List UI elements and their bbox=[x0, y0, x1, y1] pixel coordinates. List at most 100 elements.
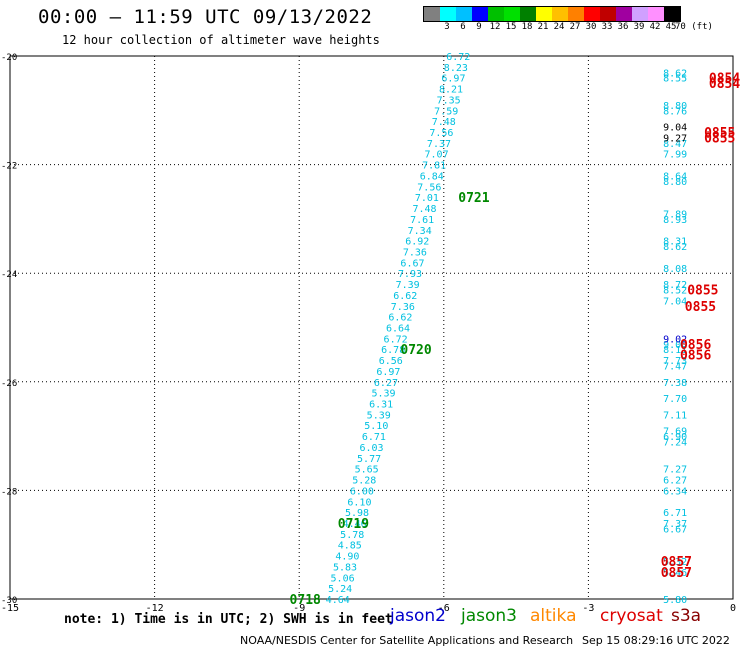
footer-note: note: 1) Time is in UTC; 2) SWH is in fe… bbox=[64, 612, 393, 627]
legend-label-11: 33 bbox=[601, 22, 613, 32]
wave-height-value: 5.06 bbox=[331, 573, 355, 584]
x-tick-label: -3 bbox=[582, 603, 594, 614]
wave-height-value: 8.62 bbox=[663, 242, 687, 253]
wave-height-value: 7.24 bbox=[663, 438, 687, 449]
wave-height-value: 6.72 bbox=[446, 52, 470, 63]
legend-swatch-6 bbox=[520, 7, 536, 21]
legend-swatch-7 bbox=[536, 7, 552, 21]
wave-height-value: 5.65 bbox=[355, 465, 379, 476]
wave-height-value: 5.32 bbox=[663, 557, 687, 568]
legend-label-10: 30 bbox=[585, 22, 597, 32]
wave-height-value: 8.11 bbox=[663, 345, 687, 356]
wave-height-value: 6.90 bbox=[663, 432, 687, 443]
pass-time-label: 0854 bbox=[709, 72, 740, 87]
pass-time-label: 0857 bbox=[661, 566, 692, 581]
wave-height-value: 6.31 bbox=[369, 400, 393, 411]
wave-height-value: 7.61 bbox=[410, 215, 434, 226]
wave-height-value: 6.84 bbox=[420, 171, 444, 182]
wave-height-value: 7.36 bbox=[403, 247, 427, 258]
y-tick-label: -28 bbox=[1, 487, 17, 497]
wave-height-value: 8.93 bbox=[663, 215, 687, 226]
legend-label-5: 15 bbox=[505, 22, 517, 32]
satellite-label-jason2: jason2 bbox=[390, 606, 446, 626]
legend-label-14: 42 bbox=[649, 22, 661, 32]
pass-time-label: 0855 bbox=[704, 126, 735, 141]
wave-height-value: 9.00 bbox=[663, 340, 687, 351]
satellite-label-s3a: s3a bbox=[671, 606, 702, 626]
satellite-label-cryosat: cryosat bbox=[600, 606, 663, 626]
wave-height-value: 5.10 bbox=[364, 421, 388, 432]
legend-swatch-12 bbox=[616, 7, 632, 21]
wave-height-value: 7.59 bbox=[434, 106, 458, 117]
wave-height-value: 7.34 bbox=[408, 226, 432, 237]
legend-label-13: 39 bbox=[633, 22, 645, 32]
legend-swatch-9 bbox=[568, 7, 584, 21]
wave-height-value: 7.73 bbox=[663, 356, 687, 367]
wave-height-value: 5.83 bbox=[333, 562, 357, 573]
wave-height-value: 6.62 bbox=[388, 313, 412, 324]
wave-height-value: 7.69 bbox=[663, 427, 687, 438]
pass-time-label: 0720 bbox=[400, 343, 431, 358]
wave-height-value: 7.39 bbox=[396, 280, 420, 291]
legend-label-7: 21 bbox=[537, 22, 549, 32]
wave-height-value: 7.93 bbox=[398, 269, 422, 280]
wave-height-value: 6.78 bbox=[381, 345, 405, 356]
legend-swatch-14 bbox=[648, 7, 664, 21]
wave-height-value: 9.02 bbox=[663, 334, 687, 345]
pass-time-label: 0721 bbox=[458, 191, 489, 206]
wave-height-value: 4.64 bbox=[326, 595, 350, 606]
pass-time-label: 0856 bbox=[680, 338, 711, 353]
legend-label-3: 9 bbox=[476, 22, 482, 32]
pass-time-label: 0857 bbox=[661, 555, 692, 570]
plot-frame bbox=[9, 55, 734, 600]
wave-height-value: 6.97 bbox=[441, 74, 465, 85]
wave-height-value: 7.35 bbox=[437, 95, 461, 106]
wave-height-value: 6.00 bbox=[350, 486, 374, 497]
wave-height-value: 6.67 bbox=[400, 258, 424, 269]
legend-swatch-4 bbox=[488, 7, 504, 21]
wave-height-value: 7.89 bbox=[663, 209, 687, 220]
legend-swatch-13 bbox=[632, 7, 648, 21]
legend-swatch-2 bbox=[456, 7, 472, 21]
wave-height-value: 6.97 bbox=[376, 367, 400, 378]
wave-height-value: 8.64 bbox=[663, 171, 687, 182]
legend-label-8: 24 bbox=[553, 22, 565, 32]
wave-height-value: 8.55 bbox=[663, 74, 687, 85]
pass-time-label: 0854 bbox=[709, 77, 740, 92]
pass-time-label: 0856 bbox=[680, 349, 711, 364]
wave-height-value: 8.52 bbox=[663, 285, 687, 296]
legend-label-16: 70 (ft) bbox=[675, 22, 713, 32]
pass-time-label: 0855 bbox=[704, 131, 735, 146]
wave-height-value: 5.28 bbox=[352, 476, 376, 487]
wave-height-value: 8.62 bbox=[663, 68, 687, 79]
y-tick-label: -20 bbox=[1, 53, 17, 63]
wave-height-value: 5.80 bbox=[663, 595, 687, 606]
legend-label-9: 27 bbox=[569, 22, 581, 32]
wave-height-value: 7.07 bbox=[425, 150, 449, 161]
wave-height-value: 6.64 bbox=[386, 324, 410, 335]
wave-height-value: 7.56 bbox=[429, 128, 453, 139]
wave-height-value: 4.90 bbox=[335, 552, 359, 563]
wave-height-value: 7.36 bbox=[391, 302, 415, 313]
x-tick-label: 0 bbox=[730, 603, 736, 614]
wave-height-value: 6.71 bbox=[663, 508, 687, 519]
x-tick-label: -6 bbox=[438, 603, 450, 614]
satellite-label-altika: altika bbox=[530, 606, 577, 626]
x-tick-label: -12 bbox=[146, 603, 164, 614]
credit-text: NOAA/NESDIS Center for Satellite Applica… bbox=[240, 634, 574, 647]
legend-swatch-11 bbox=[600, 7, 616, 21]
y-tick-label: -24 bbox=[1, 270, 17, 280]
wave-height-value: 8.08 bbox=[663, 264, 687, 275]
legend-swatch-10 bbox=[584, 7, 600, 21]
legend-label-2: 6 bbox=[460, 22, 466, 32]
wave-height-value: 8.76 bbox=[663, 106, 687, 117]
wave-height-value: 6.62 bbox=[393, 291, 417, 302]
wave-height-value: 6.10 bbox=[347, 497, 371, 508]
color-scale-labels: 3 6 9 12 15 18 21 24 27 30 33 36 39 42 45 70 (ft) bbox=[423, 22, 713, 32]
legend-label-1: 3 bbox=[444, 22, 450, 32]
legend-swatch-1 bbox=[440, 7, 456, 21]
legend-swatch-8 bbox=[552, 7, 568, 21]
wave-height-value: 5.98 bbox=[345, 508, 369, 519]
wave-height-value: 7.38 bbox=[663, 378, 687, 389]
y-tick-label: -26 bbox=[1, 379, 17, 389]
